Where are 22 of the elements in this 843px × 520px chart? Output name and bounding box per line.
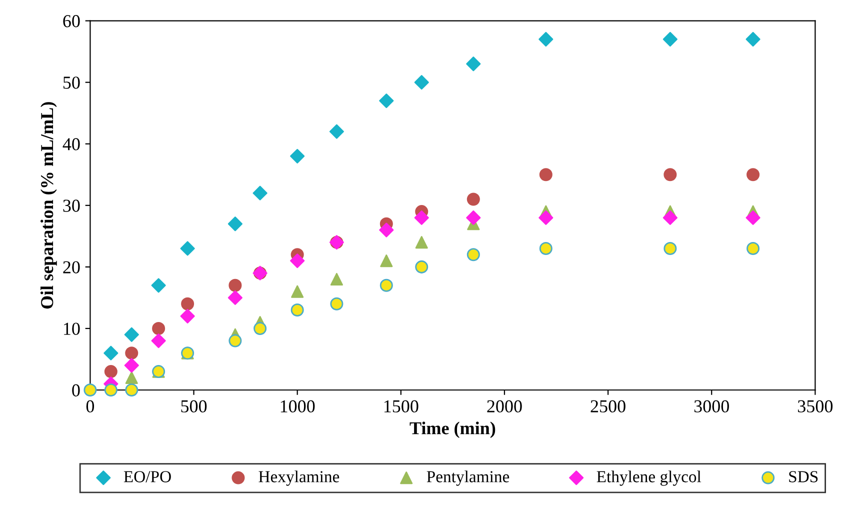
x-tick-label: 3500 [798, 400, 833, 412]
x-tick-label: 500 [181, 400, 207, 412]
y-tick-label: 20 [63, 261, 80, 274]
legend-label: Hexylamine [258, 470, 340, 486]
y-tick-label: 40 [62, 138, 80, 150]
y-tick-label: 0 [72, 384, 80, 396]
x-tick-label: 3000 [694, 400, 729, 412]
legend-label: EO/PO [124, 471, 171, 482]
y-tick-label: 10 [64, 322, 80, 335]
y-tick-label: 30 [63, 200, 80, 212]
x-tick-label: 2000 [487, 400, 522, 412]
x-axis-title: Time (min) [410, 422, 496, 438]
legend-label: Pentylamine [426, 470, 510, 486]
y-tick-label: 60 [63, 15, 80, 28]
x-tick-label: 1000 [280, 400, 315, 412]
legend-label: Ethylene glycol [596, 470, 702, 486]
y-tick-label: 50 [63, 76, 80, 89]
x-tick-label: 0 [86, 400, 94, 412]
x-tick-label: 2500 [590, 400, 626, 412]
x-tick-label: 1500 [384, 400, 418, 412]
y-axis-title: Oil separation (% mL/mL) [40, 102, 57, 309]
legend-label: SDS [789, 471, 818, 482]
